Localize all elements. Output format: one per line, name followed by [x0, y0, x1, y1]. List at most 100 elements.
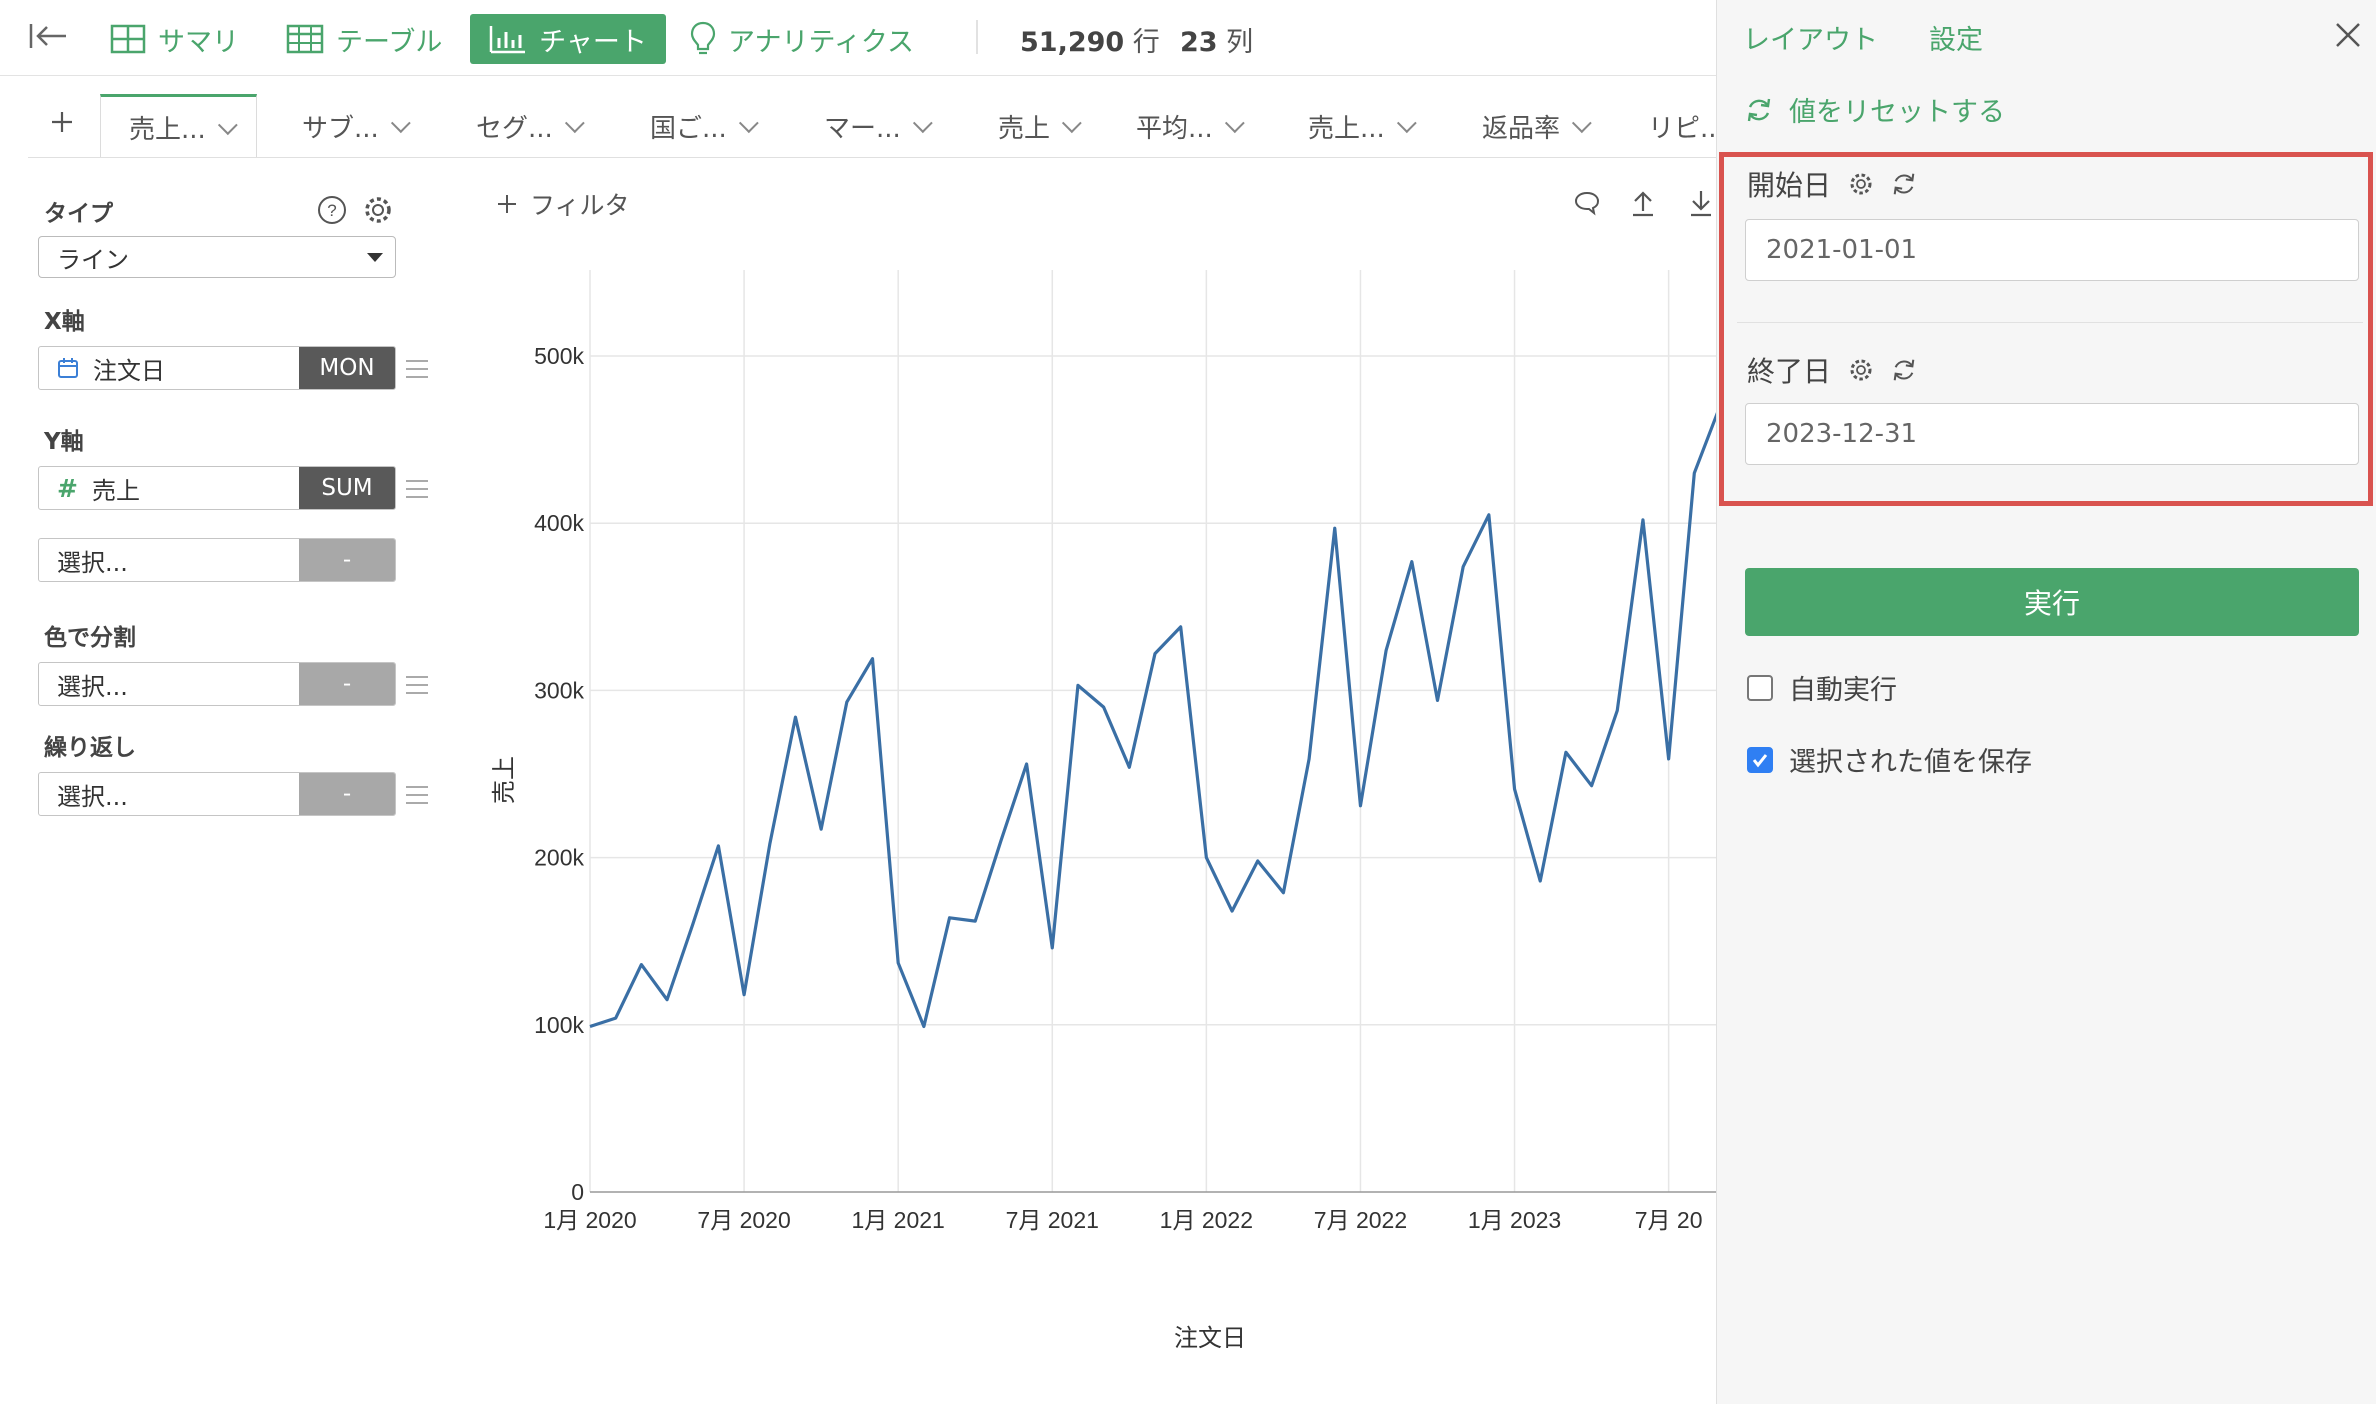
- repeat-label: 繰り返し: [44, 735, 136, 761]
- tab-label: セグ...: [476, 113, 553, 144]
- y-axis-aggregation-button[interactable]: SUM: [299, 467, 395, 509]
- add-filter-button[interactable]: フィルタ: [496, 186, 630, 222]
- data-point: [768, 842, 772, 846]
- x-axis-drag-handle-icon[interactable]: [406, 360, 428, 378]
- refresh-icon[interactable]: [1891, 357, 1917, 383]
- y-axis-second-select[interactable]: 選択...: [57, 548, 128, 577]
- y-axis-label: Y軸: [44, 429, 84, 455]
- tab-7[interactable]: 平均...: [1136, 94, 1245, 157]
- tab-3[interactable]: セグ...: [476, 94, 585, 157]
- tab-label: 売上...: [129, 115, 206, 145]
- bar-chart-icon: [489, 26, 526, 54]
- reset-values-label: 値をリセットする: [1789, 97, 2005, 128]
- auto-run-label: 自動実行: [1789, 675, 1897, 706]
- arrow-left-bar-icon: [29, 24, 66, 48]
- data-point: [588, 1024, 592, 1028]
- data-point: [1333, 526, 1337, 530]
- data-point: [1384, 648, 1388, 652]
- reset-values-button[interactable]: 値をリセットする: [1745, 90, 2005, 129]
- data-point: [1204, 856, 1208, 860]
- chevron-down-icon: [1571, 113, 1592, 134]
- run-button[interactable]: 実行: [1745, 568, 2359, 636]
- divider: [1737, 322, 2363, 323]
- chart-type-value: ライン: [57, 245, 129, 274]
- x-axis-column-button[interactable]: 注文日: [39, 347, 299, 389]
- close-icon[interactable]: [2333, 20, 2363, 50]
- chart-settings-button[interactable]: [362, 194, 394, 226]
- gear-icon[interactable]: [1849, 358, 1873, 382]
- y-axis-drag-handle-icon[interactable]: [406, 480, 428, 498]
- add-tab-button[interactable]: [38, 98, 86, 146]
- repeat-select[interactable]: 選択...: [57, 782, 128, 811]
- repeat-aggregation[interactable]: -: [299, 773, 395, 815]
- data-point: [1564, 750, 1568, 754]
- svg-text:?: ?: [327, 201, 336, 220]
- chevron-down-icon: [390, 113, 411, 134]
- tab-9[interactable]: 返品率: [1482, 94, 1592, 157]
- data-point: [819, 827, 823, 831]
- data-point: [1179, 625, 1183, 629]
- refresh-icon[interactable]: [1891, 171, 1917, 197]
- analytics-view-button[interactable]: アナリティクス: [674, 14, 930, 64]
- y-tick-label: 200k: [534, 845, 584, 871]
- color-split-aggregation[interactable]: -: [299, 663, 395, 705]
- table-icon: [286, 24, 324, 54]
- summary-view-button[interactable]: サマリ: [94, 14, 255, 64]
- repeat-drag-handle-icon[interactable]: [406, 786, 428, 804]
- y-axis-title: 売上: [491, 756, 518, 804]
- end-date-input[interactable]: 2023-12-31: [1745, 403, 2359, 465]
- download-button[interactable]: [1686, 186, 1716, 220]
- analytics-label: アナリティクス: [728, 26, 915, 58]
- auto-run-checkbox-box[interactable]: [1747, 674, 1773, 701]
- layout-link[interactable]: レイアウト: [1743, 25, 1878, 56]
- collapse-back-button[interactable]: [24, 14, 72, 58]
- tab-8[interactable]: 売上...: [1308, 94, 1417, 157]
- y-tick-label: 0: [571, 1179, 584, 1205]
- chart-view-button[interactable]: チャート: [470, 14, 666, 64]
- gear-icon[interactable]: [1849, 172, 1873, 196]
- upload-button[interactable]: [1626, 186, 1660, 220]
- help-button[interactable]: ?: [316, 194, 348, 226]
- x-axis-aggregation-button[interactable]: MON: [299, 347, 395, 389]
- x-tick-label: 1月 2021: [852, 1207, 945, 1233]
- type-label: タイプ: [44, 201, 113, 227]
- tab-4[interactable]: 国ご...: [650, 94, 759, 157]
- auto-run-checkbox[interactable]: 自動実行: [1747, 668, 1897, 707]
- data-point: [1025, 762, 1029, 766]
- comment-button[interactable]: [1570, 186, 1604, 220]
- tab-10[interactable]: リピ...: [1648, 94, 1716, 157]
- end-date-label: 終了日: [1747, 355, 1832, 388]
- x-tick-label: 7月 2021: [1006, 1207, 1099, 1233]
- start-date-input[interactable]: 2021-01-01: [1745, 219, 2359, 281]
- start-date-label-row: 開始日: [1747, 164, 1917, 204]
- save-values-checkbox-box[interactable]: [1747, 746, 1773, 773]
- table-view-button[interactable]: テーブル: [270, 14, 458, 64]
- data-point: [922, 1024, 926, 1028]
- download-icon: [1691, 191, 1711, 217]
- tab-6[interactable]: 売上: [998, 94, 1082, 157]
- tab-2[interactable]: サブ...: [302, 94, 411, 157]
- calendar-icon: [58, 358, 78, 378]
- color-split-label: 色で分割: [44, 625, 136, 651]
- data-point: [1153, 652, 1157, 656]
- y-axis-field: # 売上 SUM: [38, 466, 396, 510]
- color-split-select[interactable]: 選択...: [57, 672, 128, 701]
- chart-type-select[interactable]: ライン: [38, 236, 396, 278]
- comment-icon: [1574, 191, 1600, 216]
- data-point: [793, 715, 797, 719]
- data-point: [845, 700, 849, 704]
- repeat-field: 選択... -: [38, 772, 396, 816]
- tab-label: 返品率: [1482, 113, 1561, 144]
- y-tick-label: 300k: [534, 677, 584, 703]
- tab-1[interactable]: 売上...: [100, 94, 257, 157]
- y-axis-column-button[interactable]: # 売上: [39, 467, 299, 509]
- highlight-box: [1719, 152, 2373, 506]
- plus-icon: [52, 112, 72, 132]
- data-point: [742, 993, 746, 997]
- tab-5[interactable]: マー...: [824, 94, 933, 157]
- settings-link[interactable]: 設定: [1929, 25, 1983, 56]
- y-axis-second-aggregation[interactable]: -: [299, 539, 395, 581]
- save-values-checkbox[interactable]: 選択された値を保存: [1747, 740, 2032, 779]
- data-point: [1358, 804, 1362, 808]
- color-split-drag-handle-icon[interactable]: [406, 676, 428, 694]
